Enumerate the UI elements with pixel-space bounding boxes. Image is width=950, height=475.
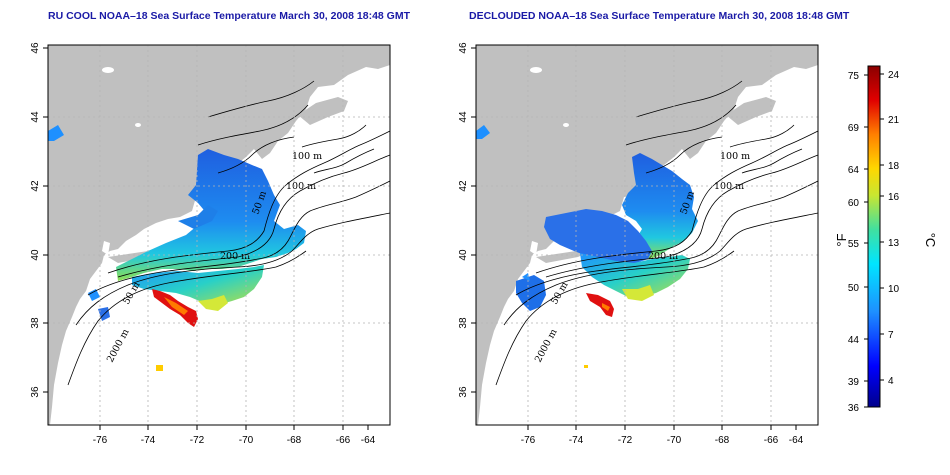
colorbar-gradient bbox=[867, 65, 881, 408]
left-y-tick-label: 42 bbox=[30, 180, 41, 192]
right-contour-label-200m: 200 m bbox=[648, 251, 678, 262]
left-x-tick-label: -66 bbox=[336, 435, 351, 446]
left-warm-patch bbox=[156, 365, 163, 371]
left-y-tick-label: 46 bbox=[30, 42, 41, 54]
right-x-tick-label: -64 bbox=[789, 435, 804, 446]
colorbar-c-tick: 4 bbox=[888, 376, 894, 387]
colorbar-c-tick: 10 bbox=[888, 284, 900, 295]
colorbar-f-tick: 75 bbox=[848, 71, 860, 82]
right-contour-label-100m-a: 100 m bbox=[720, 151, 750, 162]
left-contour-label-100m-b: 100 m bbox=[286, 181, 316, 192]
colorbar-f-tick: 50 bbox=[848, 283, 860, 294]
right-map-frame bbox=[475, 44, 819, 426]
colorbar: 75 69 64 60 55 50 44 39 36 24 21 18 16 1… bbox=[834, 65, 938, 414]
colorbar-f-tick: 60 bbox=[848, 198, 860, 209]
right-map-title: DECLOUDED NOAA–18 Sea Surface Temperatur… bbox=[469, 10, 850, 22]
colorbar-celsius-label: °C bbox=[923, 233, 938, 248]
colorbar-c-tick: 18 bbox=[888, 161, 900, 172]
left-x-tick-label: -68 bbox=[287, 435, 302, 446]
colorbar-c-tick: 24 bbox=[888, 70, 900, 81]
colorbar-f-tick: 44 bbox=[848, 335, 860, 346]
left-map-title: RU COOL NOAA–18 Sea Surface Temperature … bbox=[48, 10, 411, 22]
colorbar-c-tick: 16 bbox=[888, 192, 900, 203]
left-x-tick-label: -70 bbox=[239, 435, 254, 446]
right-contour-label-100m-b: 100 m bbox=[714, 181, 744, 192]
colorbar-c-tick: 7 bbox=[888, 330, 894, 341]
right-sst-field bbox=[622, 153, 698, 259]
right-y-tick-label: 36 bbox=[458, 386, 469, 398]
left-map: 100 m 100 m 50 m 200 m 50 m 2000 m -76 -… bbox=[30, 42, 391, 446]
left-x-tick-label: -64 bbox=[361, 435, 376, 446]
colorbar-c-tick: 13 bbox=[888, 238, 900, 249]
right-y-tick-label: 44 bbox=[458, 111, 469, 123]
left-grid bbox=[48, 45, 390, 425]
right-x-tick-label: -72 bbox=[618, 435, 633, 446]
left-y-tick-label: 36 bbox=[30, 386, 41, 398]
right-warm-patch bbox=[584, 365, 588, 368]
colorbar-c-tick: 21 bbox=[888, 115, 900, 126]
left-x-tick-label: -76 bbox=[93, 435, 108, 446]
right-y-tick-label: 38 bbox=[458, 317, 469, 329]
left-contour-label-100m-a: 100 m bbox=[292, 151, 322, 162]
colorbar-f-tick: 69 bbox=[848, 123, 860, 134]
right-x-tick-label: -70 bbox=[667, 435, 682, 446]
colorbar-fahrenheit-label: °F bbox=[834, 233, 849, 246]
left-y-tick-label: 38 bbox=[30, 317, 41, 329]
left-map-frame bbox=[47, 44, 391, 426]
colorbar-f-tick: 39 bbox=[848, 377, 860, 388]
right-y-tick-label: 46 bbox=[458, 42, 469, 54]
colorbar-f-tick: 64 bbox=[848, 165, 860, 176]
left-contour-label-200m: 200 m bbox=[220, 251, 250, 262]
right-y-tick-label: 40 bbox=[458, 249, 469, 261]
right-grid bbox=[476, 45, 818, 425]
right-map: 100 m 100 m 50 m 200 m 50 m 2000 m -76 -… bbox=[458, 42, 819, 446]
right-x-tick-label: -68 bbox=[715, 435, 730, 446]
left-y-tick-label: 44 bbox=[30, 111, 41, 123]
left-y-tick-label: 40 bbox=[30, 249, 41, 261]
colorbar-f-tick: 55 bbox=[848, 239, 860, 250]
right-y-tick-label: 42 bbox=[458, 180, 469, 192]
right-x-tick-label: -76 bbox=[521, 435, 536, 446]
right-warm-gulf-stream bbox=[586, 293, 614, 317]
colorbar-f-tick: 36 bbox=[848, 403, 860, 414]
left-x-tick-label: -74 bbox=[141, 435, 156, 446]
right-x-tick-label: -74 bbox=[569, 435, 584, 446]
right-x-tick-label: -66 bbox=[764, 435, 779, 446]
left-x-tick-label: -72 bbox=[190, 435, 205, 446]
